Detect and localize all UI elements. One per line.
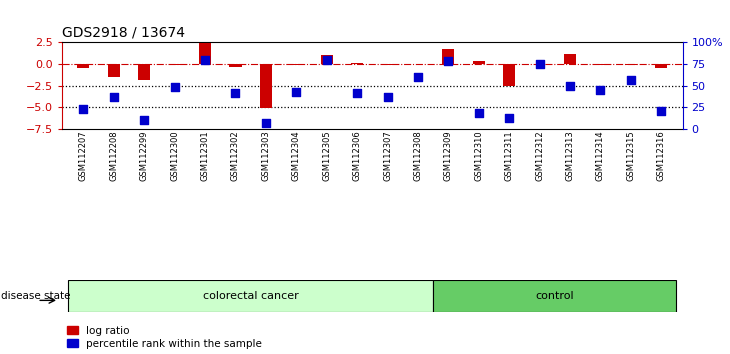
Text: disease state: disease state [1, 291, 70, 301]
Point [656, 109, 667, 114]
Bar [169, 64, 181, 65]
Point [382, 94, 393, 99]
Text: GDS2918 / 13674: GDS2918 / 13674 [62, 26, 185, 40]
Text: control: control [536, 291, 574, 301]
Bar [260, 64, 272, 108]
Bar [442, 48, 455, 64]
Point [412, 74, 424, 80]
Point [169, 85, 180, 90]
Bar [656, 64, 667, 68]
Point [199, 57, 211, 63]
Bar [351, 63, 364, 64]
Point [504, 115, 515, 120]
Point [534, 61, 545, 67]
Point [108, 94, 120, 99]
Point [595, 87, 607, 93]
Point [260, 120, 272, 126]
Legend: log ratio, percentile rank within the sample: log ratio, percentile rank within the sa… [67, 326, 262, 349]
Point [139, 117, 150, 123]
Text: colorectal cancer: colorectal cancer [203, 291, 299, 301]
Point [291, 89, 302, 95]
Bar [229, 64, 242, 67]
Point [351, 91, 363, 96]
Point [321, 57, 333, 63]
Bar [291, 64, 302, 65]
Point [77, 106, 89, 112]
Bar [594, 64, 607, 65]
Point [442, 59, 454, 64]
Bar [320, 55, 333, 64]
Point [230, 90, 242, 95]
Bar [625, 64, 637, 65]
Bar [108, 64, 120, 77]
Bar [473, 61, 485, 64]
Bar [138, 64, 150, 80]
Bar [382, 64, 393, 65]
Point [473, 110, 485, 116]
Bar [503, 64, 515, 86]
Bar [564, 54, 576, 64]
Bar [77, 64, 89, 68]
Bar [199, 43, 211, 64]
Point [625, 77, 637, 82]
Bar [433, 280, 677, 312]
Point [564, 84, 576, 89]
Bar [68, 280, 433, 312]
